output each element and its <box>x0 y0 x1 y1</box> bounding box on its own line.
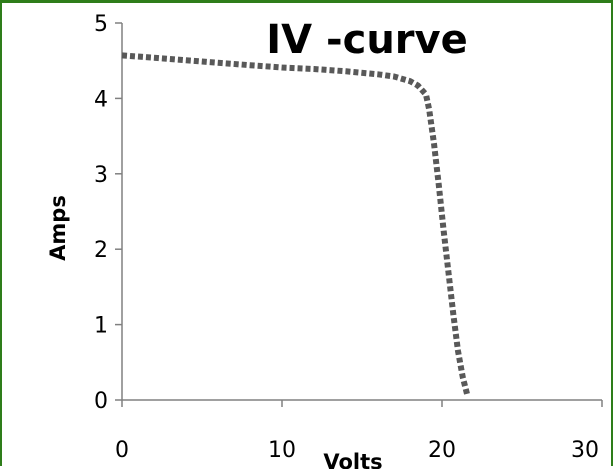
y-tick-label: 0 <box>94 389 108 414</box>
y-tick-label: 1 <box>94 314 108 339</box>
x-axis-title: Volts <box>323 450 382 469</box>
iv-curve-chart: IV -curve 0 1 2 3 4 5 0 10 20 30 Amps Volts <box>46 12 603 469</box>
y-tick-label: 3 <box>94 163 108 188</box>
y-ticks <box>115 22 122 401</box>
x-tick-label: 0 <box>115 438 129 463</box>
y-tick-label: 2 <box>94 238 108 263</box>
x-ticks <box>121 400 603 407</box>
iv-curve-series-line <box>121 52 471 397</box>
y-axis-title: Amps <box>46 195 70 261</box>
x-tick-label: 20 <box>428 438 456 463</box>
y-tick-label: 4 <box>94 87 108 112</box>
y-tick-labels: 0 1 2 3 4 5 <box>94 12 108 414</box>
chart-title: IV -curve <box>266 17 467 63</box>
x-tick-label: 10 <box>268 438 296 463</box>
series-group <box>121 52 471 397</box>
x-tick-label: 30 <box>571 438 599 463</box>
y-tick-label: 5 <box>94 12 108 37</box>
x-tick-labels: 0 10 20 30 <box>115 438 599 463</box>
